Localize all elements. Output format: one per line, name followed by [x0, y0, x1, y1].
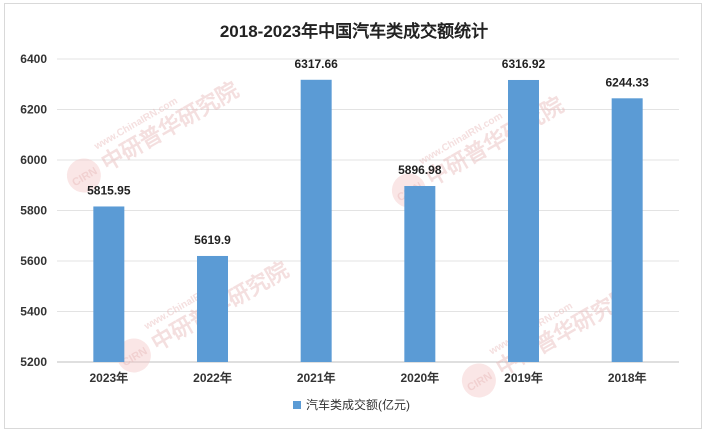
data-label: 5815.95 — [87, 183, 131, 197]
chart-title: 2018-2023年中国汽车类成交额统计 — [220, 21, 488, 41]
bars — [93, 79, 643, 363]
data-label: 6316.92 — [502, 57, 546, 71]
legend-swatch — [293, 401, 301, 409]
y-tick-label: 6000 — [20, 153, 47, 167]
data-label: 5619.9 — [194, 233, 231, 247]
x-tick-label: 2022年 — [193, 370, 232, 385]
y-tick-label: 5200 — [20, 355, 47, 369]
x-tick-label: 2023年 — [89, 370, 128, 385]
legend: 汽车类成交额(亿元) — [293, 397, 410, 412]
watermarks: CIRN中研普华研究院www.ChinaIRN.comCIRN中研普华研究院ww… — [66, 77, 638, 398]
watermark-text: 中研普华研究院 — [422, 92, 568, 191]
data-label: 6244.33 — [605, 75, 649, 89]
data-labels: 5815.95 5619.9 6317.66 5896.98 6316.92 6244.3… — [87, 57, 649, 247]
y-tick-label: 5600 — [20, 254, 47, 268]
bar — [197, 255, 228, 362]
bar — [404, 186, 436, 362]
bar — [93, 206, 125, 362]
bar — [508, 79, 539, 363]
x-tick-label: 2018年 — [608, 370, 647, 385]
data-label: 5896.98 — [398, 163, 442, 177]
x-axis: 2023年 2022年 2021年 2020年 2019年 2018年 — [89, 370, 646, 385]
y-axis: 6400 6200 6000 5800 5600 5400 5200 — [20, 52, 47, 369]
y-tick-label: 5800 — [20, 204, 47, 218]
y-tick-label: 6200 — [20, 103, 47, 117]
x-tick-label: 2021年 — [297, 370, 336, 385]
data-label: 6317.66 — [294, 57, 338, 71]
legend-label: 汽车类成交额(亿元) — [306, 397, 410, 412]
x-tick-label: 2019年 — [504, 370, 543, 385]
watermark-text: 中研普华研究院 — [97, 77, 243, 176]
gridlines — [57, 58, 679, 363]
x-tick-label: 2020年 — [400, 370, 439, 385]
y-tick-label: 6400 — [20, 52, 47, 66]
bar — [611, 98, 643, 363]
bar — [300, 79, 332, 363]
y-tick-label: 5400 — [20, 305, 47, 319]
